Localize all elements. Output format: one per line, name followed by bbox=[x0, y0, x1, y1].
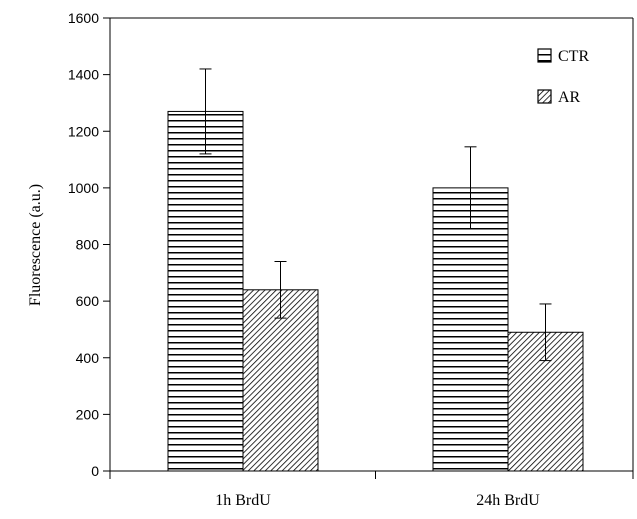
y-tick-label: 1000 bbox=[68, 180, 99, 196]
y-tick-label: 1200 bbox=[68, 123, 99, 139]
y-tick-label: 1600 bbox=[68, 10, 99, 26]
y-tick-label: 400 bbox=[76, 350, 100, 366]
x-category-label: 1h BrdU bbox=[215, 492, 271, 509]
bar-ctr bbox=[167, 110, 244, 472]
y-tick-label: 1400 bbox=[68, 67, 99, 83]
x-category-label: 24h BrdU bbox=[476, 492, 540, 509]
bar-ctr bbox=[432, 187, 509, 472]
legend-label-ar: AR bbox=[558, 89, 581, 106]
bar-ar bbox=[242, 289, 319, 472]
y-tick-label: 0 bbox=[91, 463, 99, 479]
legend-swatch-ctr bbox=[537, 48, 552, 63]
plot-area: 0 200 400 600 800 1000 1200 1400 1600 1h BrdU 24h … bbox=[68, 10, 634, 509]
y-axis-title: Fluorescence (a.u.) bbox=[27, 184, 44, 306]
y-tick-label: 600 bbox=[76, 293, 100, 309]
legend-swatch-ar bbox=[537, 89, 552, 104]
legend-label-ctr: CTR bbox=[558, 48, 589, 65]
y-tick-label: 200 bbox=[76, 406, 100, 422]
y-tick-label: 800 bbox=[76, 237, 100, 253]
